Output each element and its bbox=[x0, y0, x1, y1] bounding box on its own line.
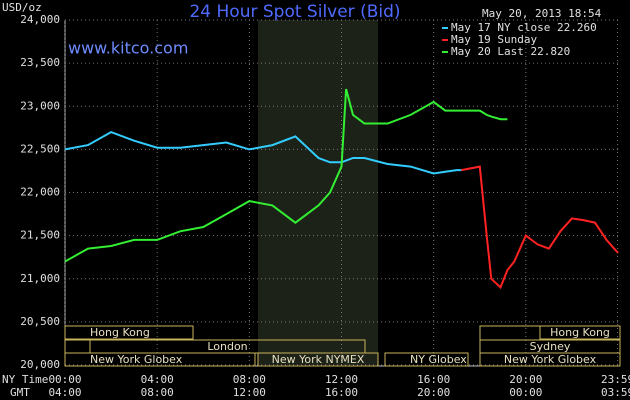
y-tick-label: 23,000 bbox=[20, 99, 60, 112]
session-label: Hong Kong bbox=[550, 326, 610, 339]
y-tick-label: 21,500 bbox=[20, 229, 60, 242]
secondary-x-tick-label: 16:00 bbox=[325, 386, 358, 399]
y-tick-label: 22,000 bbox=[20, 186, 60, 199]
series-line bbox=[64, 88, 508, 263]
y-tick-label: 20,500 bbox=[20, 315, 60, 328]
legend-label: May 17 NY close 22.260 bbox=[451, 21, 597, 34]
secondary-x-tick-label: 03:59 bbox=[601, 386, 630, 399]
x-tick-label: 20:00 bbox=[509, 373, 542, 386]
x-axis-label: NY Time bbox=[2, 373, 48, 386]
session-box bbox=[257, 352, 379, 367]
secondary-x-tick-label: 20:00 bbox=[417, 386, 450, 399]
series-line bbox=[461, 165, 619, 290]
y-tick-label: 22,500 bbox=[20, 142, 60, 155]
x-tick-label: 08:00 bbox=[233, 373, 266, 386]
secondary-x-axis-label: GMT bbox=[10, 386, 30, 399]
y-tick-label: 20,000 bbox=[20, 358, 60, 371]
secondary-x-tick-label: 00:00 bbox=[509, 386, 542, 399]
chart-title: 24 Hour Spot Silver (Bid) bbox=[189, 2, 400, 22]
session-label: London bbox=[207, 340, 247, 353]
x-tick-label: 12:00 bbox=[325, 373, 358, 386]
session-label: Hong Kong bbox=[90, 326, 150, 339]
secondary-x-tick-label: 08:00 bbox=[141, 386, 174, 399]
y-axis-label: USD/oz bbox=[2, 1, 42, 14]
series-line bbox=[64, 131, 462, 175]
session-box bbox=[479, 325, 541, 341]
session-box bbox=[64, 339, 91, 354]
session-label: New York Globex bbox=[504, 353, 597, 366]
session-box bbox=[64, 352, 256, 367]
session-label: Sydney bbox=[530, 340, 571, 353]
session-label: NY Globex bbox=[410, 353, 467, 366]
session-box bbox=[64, 325, 194, 340]
session-label: New York Globex bbox=[90, 353, 183, 366]
session-label: New York NYMEX bbox=[272, 353, 365, 366]
y-tick-label: 21,000 bbox=[20, 272, 60, 285]
secondary-x-tick-label: 04:00 bbox=[48, 386, 81, 399]
legend-label: May 19 Sunday bbox=[451, 33, 537, 46]
timestamp: May 20, 2013 18:54 bbox=[482, 7, 602, 20]
secondary-x-tick-label: 12:00 bbox=[233, 386, 266, 399]
session-box bbox=[539, 325, 621, 340]
legend-label: May 20 Last 22.820 bbox=[451, 45, 570, 58]
y-tick-label: 24,000 bbox=[20, 13, 60, 26]
session-box bbox=[384, 352, 469, 367]
source: www.kitco.com bbox=[68, 39, 188, 58]
session-box bbox=[479, 352, 621, 367]
y-tick-label: 23,500 bbox=[20, 56, 60, 69]
x-tick-label: 23:59 bbox=[601, 373, 630, 386]
x-tick-label: 04:00 bbox=[141, 373, 174, 386]
x-tick-label: 00:00 bbox=[48, 373, 81, 386]
x-tick-label: 16:00 bbox=[417, 373, 450, 386]
